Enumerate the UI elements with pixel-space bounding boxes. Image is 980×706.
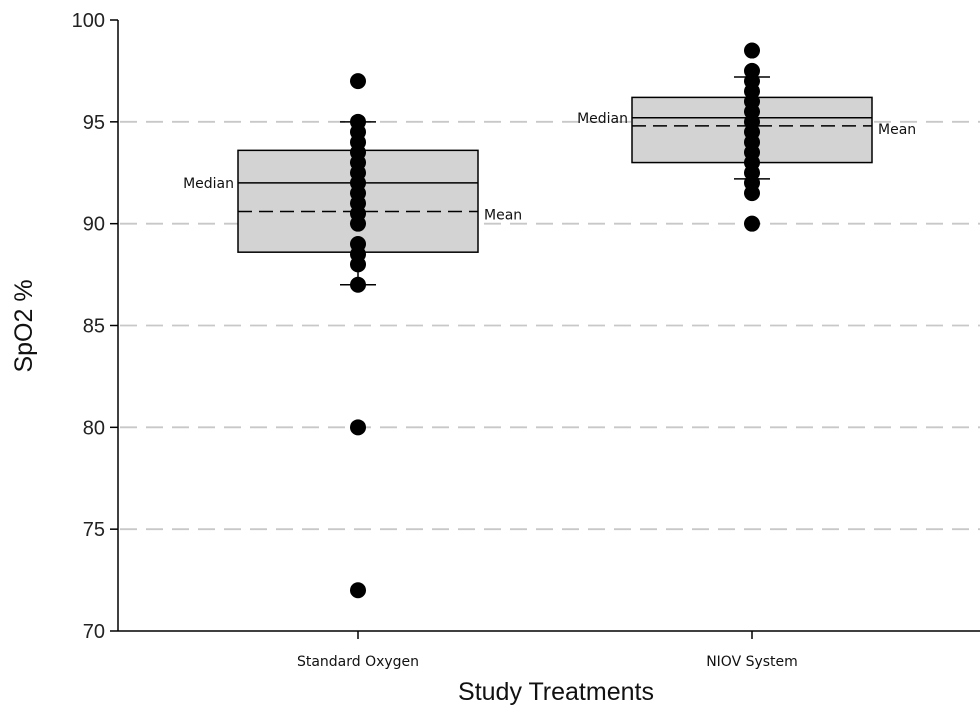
mean-label-niov-system: Mean xyxy=(878,122,916,138)
y-tick-label-75: 75 xyxy=(83,519,105,541)
data-point-standard-oxygen-11 xyxy=(350,215,366,232)
box-standard-oxygen: Median Mean xyxy=(183,73,522,599)
data-point-standard-oxygen-17 xyxy=(350,582,366,599)
y-tick-label-95: 95 xyxy=(83,112,105,134)
y-ticks: 70 75 80 85 90 95 100 xyxy=(72,10,118,643)
boxes: Median Mean Median Mean xyxy=(183,42,916,599)
y-tick-label-70: 70 xyxy=(83,621,105,643)
mean-label-standard-oxygen: Mean xyxy=(484,207,522,223)
data-point-niov-system-14 xyxy=(744,215,760,232)
x-axis-title: Study Treatments xyxy=(458,678,654,706)
y-axis-title: SpO2 % xyxy=(10,279,38,372)
x-category-label-niov-system: NIOV System xyxy=(706,654,798,670)
x-category-labels: Standard Oxygen NIOV System xyxy=(297,631,798,670)
data-point-niov-system-0 xyxy=(744,42,760,59)
median-label-niov-system: Median xyxy=(577,111,628,127)
data-point-niov-system-13 xyxy=(744,185,760,202)
y-tick-label-80: 80 xyxy=(83,417,105,439)
data-point-standard-oxygen-14 xyxy=(350,256,366,273)
y-tick-label-100: 100 xyxy=(72,10,105,32)
data-point-standard-oxygen-16 xyxy=(350,419,366,436)
y-tick-label-90: 90 xyxy=(83,214,105,236)
data-point-standard-oxygen-15 xyxy=(350,276,366,293)
x-category-label-standard-oxygen: Standard Oxygen xyxy=(297,654,419,670)
median-label-standard-oxygen: Median xyxy=(183,176,234,192)
box-niov-system: Median Mean xyxy=(577,42,916,232)
y-tick-label-85: 85 xyxy=(83,316,105,338)
data-point-standard-oxygen-0 xyxy=(350,73,366,90)
